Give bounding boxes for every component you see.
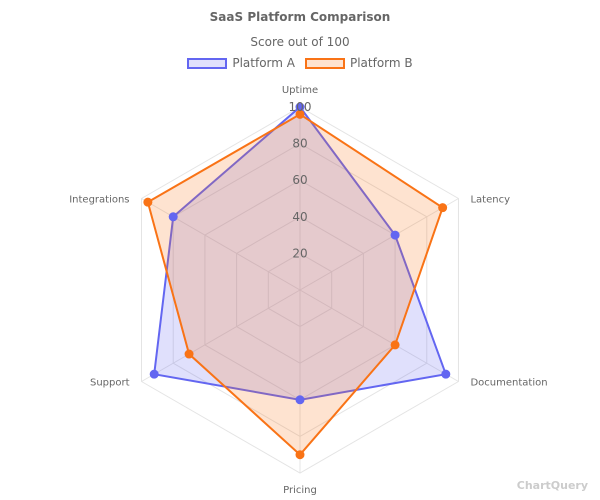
point-platform-a-uptime[interactable] bbox=[295, 102, 305, 112]
point-platform-b-pricing[interactable] bbox=[295, 450, 305, 460]
legend-label-platform-a: Platform A bbox=[232, 56, 295, 70]
radar-tick-labels: 20 40 60 80 100 bbox=[289, 100, 312, 260]
axis-label-documentation: Documentation bbox=[470, 378, 547, 389]
radar-series bbox=[143, 102, 451, 460]
tick-label-100: 100 bbox=[289, 100, 312, 114]
tick-label-60: 60 bbox=[292, 173, 307, 187]
legend-swatch-platform-b bbox=[304, 57, 345, 69]
spoke-support bbox=[141, 289, 301, 382]
watermark: ChartQuery bbox=[516, 479, 588, 492]
point-platform-b-latency[interactable] bbox=[438, 203, 448, 213]
point-platform-a-integrations[interactable] bbox=[168, 212, 178, 222]
tick-label-20: 20 bbox=[292, 246, 307, 260]
legend: Platform A Platform B bbox=[0, 56, 600, 70]
legend-item-platform-a[interactable]: Platform A bbox=[187, 56, 295, 70]
point-platform-b-integrations[interactable] bbox=[143, 197, 153, 207]
point-platform-a-latency[interactable] bbox=[390, 230, 400, 240]
spoke-latency bbox=[299, 198, 459, 291]
axis-label-uptime: Uptime bbox=[282, 85, 318, 96]
point-platform-b-uptime[interactable] bbox=[295, 109, 305, 119]
axis-label-pricing: Pricing bbox=[283, 485, 317, 496]
legend-label-platform-b: Platform B bbox=[349, 56, 413, 70]
point-platform-b-documentation[interactable] bbox=[390, 340, 400, 350]
tick-label-40: 40 bbox=[292, 210, 307, 224]
radar-axis-labels: Uptime Latency Documentation Pricing Support… bbox=[69, 85, 547, 496]
axis-label-latency: Latency bbox=[470, 195, 510, 206]
point-platform-a-documentation[interactable] bbox=[441, 369, 451, 379]
point-platform-a-pricing[interactable] bbox=[295, 395, 305, 405]
point-platform-a-support[interactable] bbox=[149, 369, 159, 379]
chart-subtitle: Score out of 100 bbox=[250, 35, 350, 49]
spoke-documentation bbox=[299, 289, 459, 382]
chart-title: SaaS Platform Comparison bbox=[209, 10, 391, 24]
point-platform-b-support[interactable] bbox=[184, 349, 194, 359]
legend-swatch-platform-a bbox=[187, 57, 228, 69]
spoke-integrations bbox=[141, 198, 301, 291]
axis-label-integrations: Integrations bbox=[69, 195, 129, 206]
series-area-platform-b bbox=[146, 113, 444, 457]
tick-label-80: 80 bbox=[292, 137, 307, 151]
axis-label-support: Support bbox=[90, 378, 130, 389]
legend-item-platform-b[interactable]: Platform B bbox=[304, 56, 413, 70]
